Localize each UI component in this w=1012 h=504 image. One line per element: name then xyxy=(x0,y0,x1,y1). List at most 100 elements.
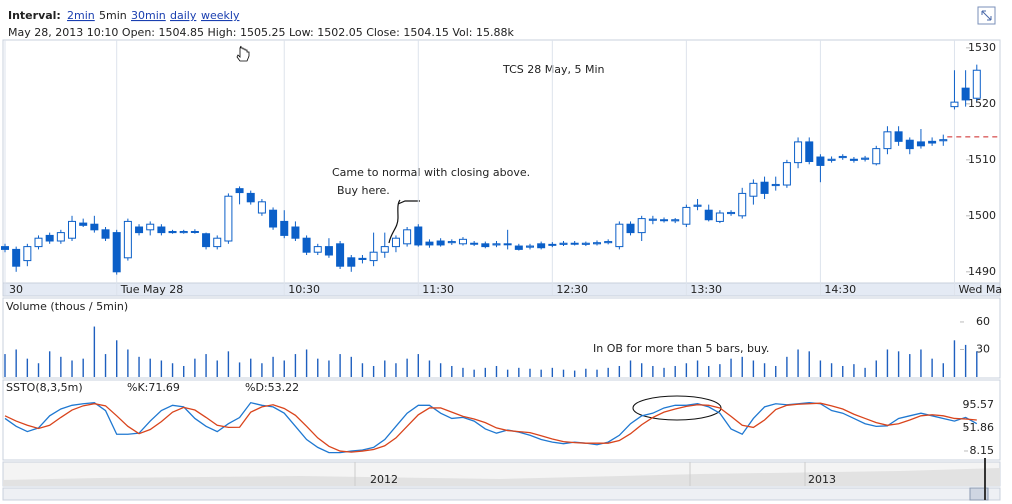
candle-body xyxy=(269,209,278,228)
interval-link[interactable]: weekly xyxy=(201,9,240,22)
volume-bar xyxy=(60,356,62,377)
candle-body xyxy=(894,131,903,142)
volume-bar xyxy=(417,354,419,377)
candle-body xyxy=(123,220,132,259)
volume-bar xyxy=(328,360,330,377)
candle-body xyxy=(12,248,21,267)
candle-body xyxy=(525,245,534,248)
volume-bar xyxy=(529,368,531,377)
candle-body xyxy=(916,141,925,147)
candle-body xyxy=(358,257,367,260)
navigator-label: 2013 xyxy=(808,473,836,486)
candle-body xyxy=(972,69,981,99)
volume-bar xyxy=(15,349,17,377)
volume-bar xyxy=(261,363,263,377)
volume-bar xyxy=(842,365,844,377)
candle-body xyxy=(537,243,546,249)
candle-body xyxy=(559,242,568,245)
volume-bar xyxy=(629,360,632,377)
candle-body xyxy=(45,234,54,242)
candle-body xyxy=(749,182,758,197)
volume-bar xyxy=(685,363,688,377)
volume-bar xyxy=(830,363,833,377)
candle-body xyxy=(403,229,412,245)
volume-bar xyxy=(819,360,822,377)
volume-bar xyxy=(37,363,40,377)
volume-bar xyxy=(708,365,710,377)
y-tick-label: 51.86 xyxy=(963,421,995,434)
candle-body xyxy=(849,158,858,161)
candle-body xyxy=(414,226,423,246)
candle-body xyxy=(291,226,300,239)
y-tick-label: 60 xyxy=(976,315,990,328)
chart-title: TCS 28 May, 5 Min xyxy=(502,63,605,76)
volume-bar xyxy=(250,358,252,377)
candle-body xyxy=(615,223,624,248)
legend-entry: %D:53.22 xyxy=(245,381,299,394)
candle-body xyxy=(112,232,121,273)
candle-body xyxy=(570,242,579,245)
volume-bar xyxy=(663,367,665,377)
volume-bar xyxy=(194,358,196,377)
candle-body xyxy=(302,237,311,253)
volume-bar xyxy=(294,354,297,377)
candle-body xyxy=(391,237,400,248)
volume-bar xyxy=(48,351,51,377)
x-tick-label: 30 xyxy=(9,283,23,296)
candle-body xyxy=(135,226,144,234)
legend-entry: %K:71.69 xyxy=(127,381,180,394)
volume-bar xyxy=(730,358,732,377)
candle-body xyxy=(872,148,881,165)
navigator-label: 2012 xyxy=(370,473,398,486)
candle-body xyxy=(235,188,244,194)
candle-body xyxy=(447,241,456,244)
candle-body xyxy=(190,230,199,233)
volume-bar xyxy=(752,360,755,377)
volume-bar xyxy=(920,349,922,377)
candle-body xyxy=(593,242,602,245)
candle-body xyxy=(548,243,557,246)
candle-body xyxy=(794,141,803,164)
volume-bar xyxy=(406,358,408,377)
volume-bar xyxy=(116,340,118,377)
volume-bar xyxy=(596,369,598,377)
volume-bar xyxy=(238,362,241,377)
candle-body xyxy=(157,226,166,234)
candle-body xyxy=(280,220,289,236)
y-tick-label: 1530 xyxy=(968,41,996,54)
volume-bar xyxy=(283,360,285,377)
volume-bar xyxy=(797,349,799,377)
candle-body xyxy=(68,220,77,239)
candle-body xyxy=(23,246,32,262)
candle-body xyxy=(961,87,970,101)
candle-body xyxy=(90,223,99,231)
candle-body xyxy=(693,204,702,207)
y-tick-label: 1510 xyxy=(968,153,996,166)
candle-body xyxy=(369,251,378,262)
candle-body xyxy=(950,101,959,108)
candle-body xyxy=(581,242,590,245)
volume-bar xyxy=(171,363,174,377)
volume-bar xyxy=(909,354,911,377)
volume-bar xyxy=(4,354,6,377)
volume-bar xyxy=(640,363,643,377)
price-panel xyxy=(2,39,1001,284)
expand-icon[interactable] xyxy=(977,6,996,25)
interval-link[interactable]: daily xyxy=(170,9,197,22)
volume-bar xyxy=(149,358,151,377)
volume-bar xyxy=(719,364,721,377)
stoch-panel xyxy=(2,379,1001,461)
volume-bar xyxy=(227,351,230,377)
candle-body xyxy=(380,246,389,253)
interval-link[interactable]: 30min xyxy=(131,9,166,22)
candle-body xyxy=(224,195,233,242)
interval-link[interactable]: 2min xyxy=(67,9,95,22)
candle-body xyxy=(436,240,445,246)
candle-body xyxy=(805,141,814,163)
volume-bar xyxy=(317,358,319,377)
candle-body xyxy=(760,181,769,194)
volume-bar xyxy=(864,367,866,377)
candle-body xyxy=(782,162,791,186)
volume-bar xyxy=(93,326,96,377)
volume-bar xyxy=(384,360,386,377)
